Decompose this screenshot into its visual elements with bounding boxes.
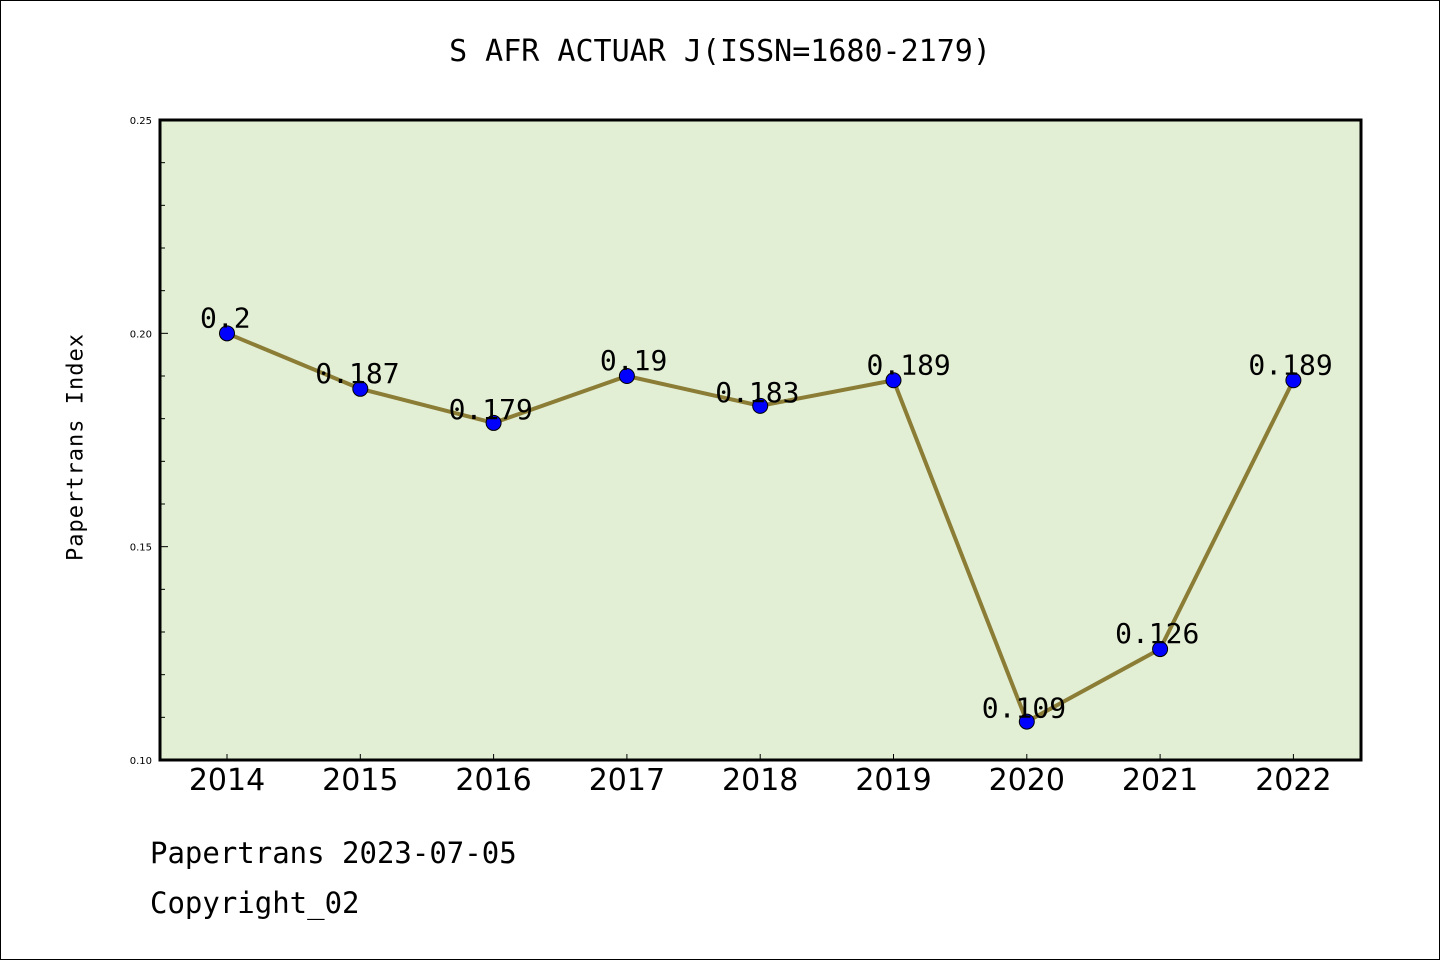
- data-label: 0.2: [200, 301, 251, 334]
- footer-copyright: Copyright_02: [150, 886, 360, 920]
- data-point: [1285, 372, 1302, 389]
- data-label: 0.179: [449, 393, 533, 426]
- x-tick-label: 2018: [722, 763, 798, 798]
- x-tick-label: 2016: [455, 763, 531, 798]
- data-point: [885, 372, 902, 389]
- data-label: 0.189: [1248, 348, 1332, 381]
- data-point: [485, 414, 502, 431]
- x-tick-label: 2017: [589, 763, 665, 798]
- data-label: 0.109: [982, 692, 1066, 725]
- data-point: [219, 325, 235, 342]
- y-tick-label: 0.10: [130, 756, 152, 767]
- data-label: 0.126: [1115, 617, 1199, 650]
- footer-date: Papertrans 2023-07-05: [150, 836, 517, 870]
- x-tick-label: 2019: [855, 763, 931, 798]
- x-tick-label: 2015: [322, 763, 398, 798]
- data-label: 0.183: [715, 376, 799, 409]
- plot-area: [158, 118, 1363, 762]
- x-tick-label: 2014: [189, 763, 265, 798]
- data-point: [1152, 641, 1169, 658]
- chart-title: S AFR ACTUAR J(ISSN=1680-2179): [449, 34, 991, 69]
- data-label: 0.19: [600, 344, 667, 377]
- data-point: [752, 397, 769, 414]
- x-tick-label: 2020: [989, 763, 1065, 798]
- y-tick-label: 0.20: [130, 329, 152, 340]
- data-label: 0.189: [867, 348, 951, 381]
- data-label: 0.187: [315, 357, 399, 390]
- y-tick-label: 0.25: [130, 116, 152, 127]
- x-tick-label: 2022: [1255, 763, 1331, 798]
- data-point: [352, 380, 369, 397]
- x-tick-label: 2021: [1122, 763, 1198, 798]
- data-point: [618, 368, 635, 384]
- data-point: [1018, 713, 1035, 730]
- y-tick-label: 0.15: [130, 543, 152, 554]
